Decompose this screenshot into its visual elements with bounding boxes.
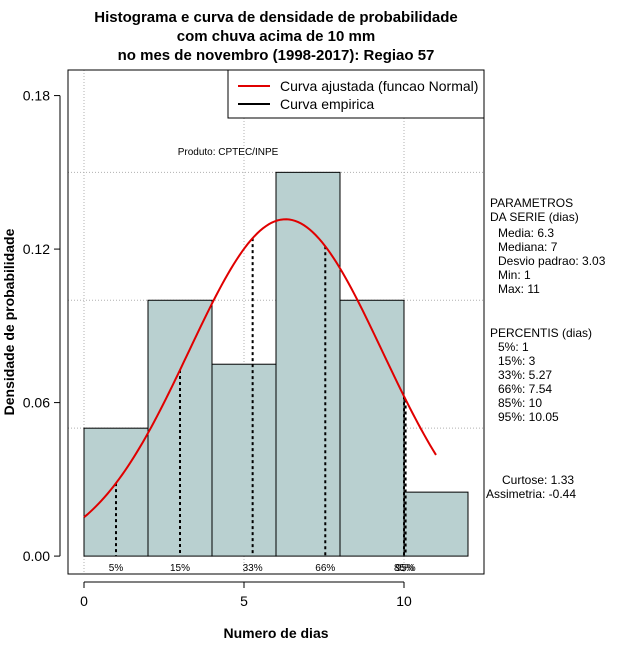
percentil-15: 15%: 3 xyxy=(498,354,536,368)
percentile-lines xyxy=(115,238,407,557)
percentile-label-4: 85% xyxy=(394,563,414,574)
title-line-3: no mes de novembro (1998-2017): Regiao 5… xyxy=(118,47,435,64)
y-tick-label-1: 0.06 xyxy=(23,395,50,411)
y-axis-label: Densidade de probabilidade xyxy=(1,228,17,415)
title-line-1: Histograma e curva de densidade de proba… xyxy=(94,9,457,26)
normal-fit-curve xyxy=(83,218,437,519)
assimetria: Assimetria: -0.44 xyxy=(486,487,576,501)
shape-stats: Curtose: 1.33 Assimetria: -0.44 xyxy=(486,473,576,501)
y-tick-label-3: 0.18 xyxy=(23,88,50,104)
y-tick-label-2: 0.12 xyxy=(23,241,50,257)
x-tick-label-2: 10 xyxy=(396,593,412,609)
y-tick-label-0: 0.00 xyxy=(23,548,50,564)
x-tick-label-1: 5 xyxy=(240,593,248,609)
legend-label-fitted: Curva ajustada (funcao Normal) xyxy=(280,78,478,94)
percentil-33: 33%: 5.27 xyxy=(498,368,552,382)
percentil-5: 5%: 1 xyxy=(498,340,529,354)
percentil-66: 66%: 7.54 xyxy=(498,382,552,396)
legend: Curva ajustada (funcao Normal) Curva emp… xyxy=(227,69,485,119)
percentile-labels: 5% 15% 33% 66% 85%95% xyxy=(109,563,416,574)
chart-title: Histograma e curva de densidade de proba… xyxy=(94,9,457,64)
parametros-heading-1: PARAMETROS xyxy=(490,196,573,210)
curtose: Curtose: 1.33 xyxy=(502,473,574,487)
parametro-mediana: Mediana: 7 xyxy=(498,240,558,254)
percentis-panel: PERCENTIS (dias) 5%: 1 15%: 3 33%: 5.27 … xyxy=(490,326,592,424)
parametros-panel: PARAMETROS DA SERIE (dias) Media: 6.3 Me… xyxy=(490,196,606,296)
percentile-label-2: 33% xyxy=(243,563,263,574)
parametro-max: Max: 11 xyxy=(498,282,540,296)
bar-1 xyxy=(147,299,213,557)
product-annotation: Produto: CPTEC/INPE xyxy=(178,147,279,158)
x-axis-label: Numero de dias xyxy=(223,625,328,641)
parametros-heading-2: DA SERIE (dias) xyxy=(490,210,579,224)
percentile-label-1: 15% xyxy=(170,563,190,574)
percentile-label-3: 66% xyxy=(315,563,335,574)
percentil-95: 95%: 10.05 xyxy=(498,410,559,424)
parametro-media: Media: 6.3 xyxy=(498,226,554,240)
percentil-85: 85%: 10 xyxy=(498,396,542,410)
bar-3 xyxy=(275,171,341,557)
bar-2 xyxy=(211,363,277,557)
parametro-desvio: Desvio padrao: 3.03 xyxy=(498,254,606,268)
percentis-heading: PERCENTIS (dias) xyxy=(490,326,592,340)
legend-box xyxy=(227,69,485,119)
legend-label-empirical: Curva empirica xyxy=(280,96,374,112)
x-axis: 0 5 10 xyxy=(80,581,412,609)
bar-5 xyxy=(403,491,469,557)
bar-4 xyxy=(339,299,405,557)
percentile-label-5: 95% xyxy=(396,563,416,574)
percentile-label-0: 5% xyxy=(109,563,124,574)
histogram-bars xyxy=(83,171,469,557)
y-axis: 0.00 0.06 0.12 0.18 xyxy=(23,88,61,564)
title-line-2: com chuva acima de 10 mm xyxy=(177,28,375,45)
x-tick-label-0: 0 xyxy=(80,593,88,609)
parametro-min: Min: 1 xyxy=(498,268,531,282)
